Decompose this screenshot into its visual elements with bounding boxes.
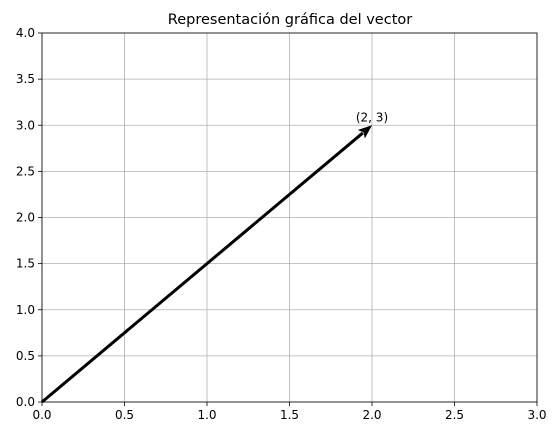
y-tick-label: 3.0: [16, 118, 35, 132]
y-tick-label: 3.5: [16, 72, 35, 86]
x-tick-label: 3.0: [527, 408, 546, 422]
y-tick-label: 0.5: [16, 349, 35, 363]
x-tick-label: 0.5: [115, 408, 134, 422]
vector-shaft: [41, 131, 364, 404]
vector-annotation: (2, 3): [356, 110, 388, 124]
y-tick-label: 0.0: [16, 395, 35, 409]
y-tick-label: 2.0: [16, 211, 35, 225]
axis-ticks: 0.0 0.5 1.0 1.5 2.0 2.5 3.0 0.0 0.5 1.0 1.5 2.0 2.5 3…: [16, 26, 547, 422]
x-tick-label: 1.0: [197, 408, 216, 422]
vector-arrowhead: [357, 125, 372, 139]
x-tick-label: 0.0: [32, 408, 51, 422]
x-tick-label: 1.5: [280, 408, 299, 422]
y-tick-label: 1.0: [16, 303, 35, 317]
grid: [41, 32, 538, 403]
y-tick-label: 2.5: [16, 164, 35, 178]
x-tick-label: 2.5: [445, 408, 464, 422]
vector-layer: [41, 125, 372, 404]
chart-title: Representación gráfica del vector: [168, 12, 412, 28]
y-tick-label: 1.5: [16, 257, 35, 271]
x-tick-label: 2.0: [362, 408, 381, 422]
y-tick-label: 4.0: [16, 26, 35, 40]
